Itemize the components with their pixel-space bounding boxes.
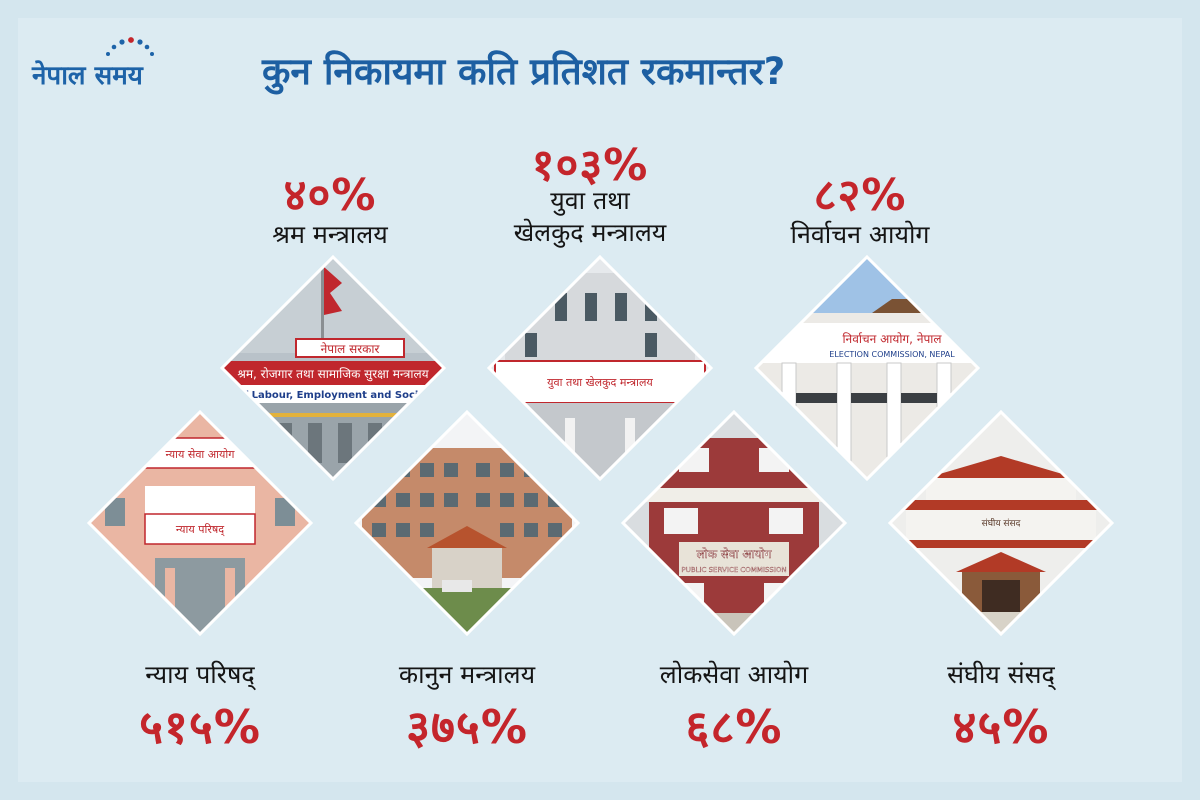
sign-labour-ministry-np: श्रम, रोजगार तथा सामाजिक सुरक्षा मन्त्रा… (237, 367, 429, 382)
sign-public-service-commission-en: PUBLIC SERVICE COMMISSION (681, 566, 786, 574)
percent-election-commission: ८२% (813, 170, 907, 221)
photo-labour-ministry: नेपाल सरकार श्रम, रोजगार तथा सामाजिक सुर… (218, 253, 448, 483)
logo-dots-icon (106, 37, 154, 56)
label-public-service-commission: लोकसेवा आयोग (659, 660, 809, 689)
percent-public-service-commission: ६८% (685, 700, 783, 754)
photo-youth-sports-ministry: युवा तथा खेलकुद मन्त्रालय (485, 253, 715, 483)
photo-election-commission: निर्वाचन आयोग, नेपाल ELECTION COMMISSION… (752, 253, 982, 483)
sign-nepal-government: नेपाल सरकार (321, 342, 381, 356)
label-youth-sports-line2: खेलकुद मन्त्रालय (513, 218, 667, 247)
percent-federal-parliament: ४५% (952, 700, 1050, 754)
percent-judicial-council: ५१५% (139, 700, 261, 754)
photo-law-ministry (352, 408, 582, 638)
label-labour-ministry: श्रम मन्त्रालय (272, 220, 388, 249)
sign-election-commission-en: ELECTION COMMISSION, NEPAL (829, 350, 955, 359)
brand-name: नेपाल समय (32, 61, 143, 91)
label-election-commission: निर्वाचन आयोग (790, 220, 930, 249)
percent-law-ministry: ३७५% (406, 700, 528, 754)
label-judicial-council: न्याय परिषद् (145, 660, 255, 689)
brand-logo: नेपाल समय (32, 34, 212, 94)
sign-judicial-service-commission: न्याय सेवा आयोग (166, 448, 236, 461)
photo-public-service-commission: लोक सेवा आयोग PUBLIC SERVICE COMMISSION (619, 408, 849, 638)
sign-public-service-commission-np: लोक सेवा आयोग (696, 547, 771, 561)
sign-election-commission-np: निर्वाचन आयोग, नेपाल (842, 332, 942, 346)
page-title: कुन निकायमा कति प्रतिशत रकमान्तर? (262, 50, 786, 93)
sign-labour-ministry-en: Ministry of Labour, Employment and Socia… (218, 390, 448, 401)
label-youth-sports-line1: युवा तथा (550, 186, 630, 215)
photo-federal-parliament: संघीय संसद (886, 408, 1116, 638)
percent-youth-sports-ministry: १०३% (531, 140, 649, 191)
photo-judicial-council: न्याय सेवा आयोग न्याय परिषद् (85, 408, 315, 638)
percent-labour-ministry: ४०% (283, 170, 377, 221)
label-law-ministry: कानुन मन्त्रालय (398, 660, 536, 689)
sign-judicial-council: न्याय परिषद् (176, 523, 225, 536)
label-federal-parliament: संघीय संसद् (947, 660, 1055, 689)
sign-federal-parliament: संघीय संसद (982, 517, 1021, 529)
sign-youth-sports-ministry: युवा तथा खेलकुद मन्त्रालय (547, 376, 653, 389)
